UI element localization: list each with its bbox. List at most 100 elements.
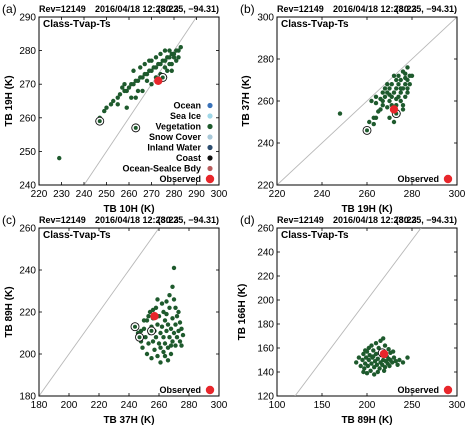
data-point [394,77,399,83]
data-point [371,121,376,127]
data-point [150,307,156,313]
coast-point-core [149,328,154,333]
legend-marker [443,174,453,184]
data-point [394,86,399,91]
data-point [150,339,156,344]
data-point [400,107,406,112]
data-point [375,369,380,375]
legend-label: Inland Water [147,143,201,153]
data-point [372,372,377,377]
data-point [178,45,183,50]
data-point [371,354,376,359]
x-tick-label: 220 [31,189,48,200]
x-tick-label: 100 [269,400,286,411]
data-point [135,78,141,84]
header-datetime: 2016/04/18 12:28:23 [333,4,417,14]
data-point [398,98,403,104]
data-point [400,103,406,108]
x-tick-label: 280 [404,189,421,200]
data-point [391,90,397,95]
series-observed [379,349,389,359]
plot-title: Class-Tvap-Ts [43,19,111,30]
data-point [361,369,366,375]
data-point [177,320,183,325]
coast-point-core [133,125,138,130]
coast-point-core [97,119,102,124]
data-point [144,78,150,84]
x-tick-label: 260 [359,189,376,200]
data-point [396,82,401,87]
data-point [387,92,392,97]
header-datetime: 2016/04/18 12:28:23 [95,215,179,225]
data-point [387,86,392,91]
data-point [362,366,367,371]
series-vegetation [337,65,415,127]
legend-label: Coast [176,153,201,163]
data-point [403,94,408,100]
data-point [142,61,147,67]
data-point [171,51,177,57]
x-tick-label: 220 [269,189,286,200]
legend-label: Observed [159,385,201,395]
data-point [167,335,172,340]
data-point [104,105,109,110]
data-point [171,55,177,60]
data-point [158,345,163,350]
panel-d: (d) Rev=12149 2016/04/18 12:28:23(30.25, −… [237,213,466,426]
x-tick-label: 240 [121,400,138,411]
data-point [155,297,160,302]
data-point [122,82,127,87]
data-point [374,362,380,367]
data-point [393,359,398,364]
data-point [158,330,163,336]
header-coords: (30.25, −94.31) [396,215,457,225]
x-tick-label: 220 [91,400,108,411]
data-point [155,322,160,327]
data-point [398,90,403,95]
legend: Observed [397,385,453,395]
legend-label: Observed [159,174,201,184]
data-point [159,324,165,329]
plot-frame [38,227,220,397]
data-point [385,82,390,87]
x-tick-label: 300 [211,400,228,411]
x-axis-label: TB 10H (K) [103,204,154,215]
y-tick-label: 200 [19,350,36,361]
y-tick-label: 140 [257,368,274,379]
data-point [149,356,154,361]
x-tick-label: 230 [53,189,70,200]
data-point [167,293,172,298]
data-point [174,58,179,63]
panel-label: (c) [2,213,16,227]
x-tick-label: 250 [98,189,115,200]
data-point [117,92,123,97]
data-point [179,326,184,331]
observed-point [150,312,159,321]
legend-label: Ocean [173,101,201,111]
data-point [354,360,359,365]
data-point [161,335,166,340]
legend: Observed [159,385,215,395]
header-datetime: 2016/04/18 12:28:23 [333,215,417,225]
data-point [155,353,160,359]
data-point [405,355,410,360]
x-tick-label: 260 [151,400,168,411]
data-point [375,356,380,361]
y-axis-label: TB 89H (K) [4,286,15,337]
y-tick-label: 260 [257,97,274,108]
x-tick-label: 240 [314,189,331,200]
header-coords: (30.25, −94.31) [158,215,219,225]
x-axis-label: TB 19H (K) [341,204,392,215]
data-point [394,96,399,102]
y-tick-label: 280 [257,55,274,66]
data-point [168,351,174,357]
data-point [171,330,177,336]
data-point [371,115,376,121]
data-point [153,55,159,60]
data-point [391,119,397,125]
data-point [167,61,172,67]
plot-title: Class-Tvap-Ts [281,230,349,241]
data-point [380,90,385,95]
